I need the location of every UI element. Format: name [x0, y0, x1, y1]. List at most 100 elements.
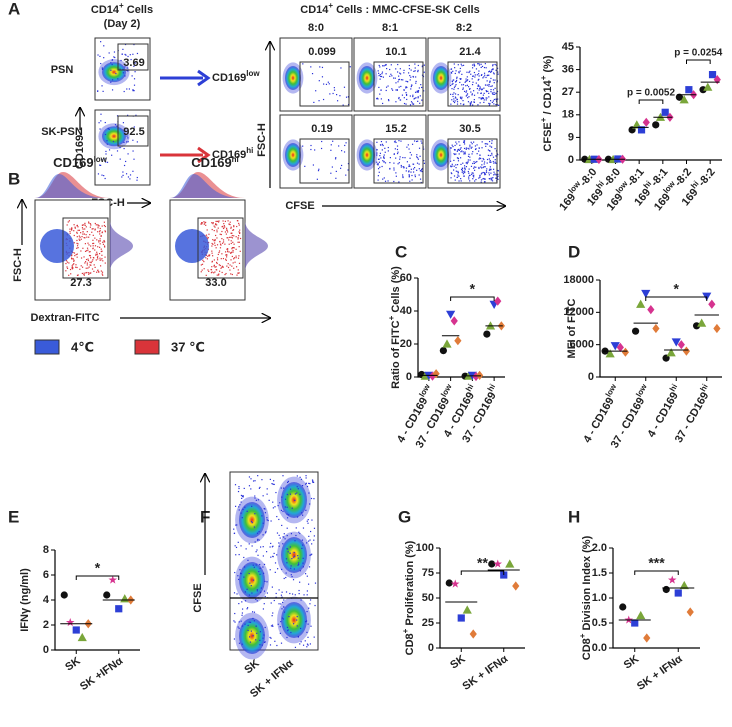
- event-dot: [213, 264, 216, 266]
- event-dot: [290, 565, 292, 567]
- event-dot: [398, 79, 400, 81]
- event-dot: [100, 235, 102, 237]
- event-dot: [102, 159, 104, 161]
- event-dot: [462, 88, 464, 90]
- x-tick-label-part: low: [634, 382, 649, 399]
- x-tick-label-part: 4 - CD169: [645, 390, 680, 439]
- event-dot: [283, 577, 285, 580]
- event-dot: [83, 272, 85, 274]
- event-dot: [122, 171, 124, 173]
- event-dot: [100, 270, 102, 272]
- data-point: [636, 610, 646, 620]
- event-dot: [90, 257, 92, 259]
- event-dot: [292, 623, 295, 625]
- event-dot: [233, 258, 235, 260]
- event-dot: [382, 76, 384, 78]
- event-dot: [391, 88, 393, 90]
- event-dot: [478, 97, 480, 99]
- y-axis-label-part: +: [401, 628, 410, 633]
- event-dot: [214, 238, 216, 241]
- event-dot: [376, 97, 378, 99]
- outcome-label-part: low: [246, 69, 260, 78]
- event-dot: [246, 588, 248, 590]
- event-dot: [238, 642, 241, 644]
- cell-density: [359, 143, 375, 167]
- event-dot: [232, 251, 234, 253]
- event-dot: [461, 65, 463, 67]
- y-tick-label: 1.5: [592, 567, 607, 579]
- event-dot: [482, 171, 484, 174]
- event-dot: [221, 226, 223, 228]
- event-dot: [261, 515, 263, 517]
- event-dot: [76, 256, 78, 258]
- event-dot: [485, 145, 487, 147]
- event-dot: [457, 87, 459, 90]
- event-dot: [215, 220, 217, 223]
- event-dot: [280, 603, 282, 605]
- event-dot: [305, 483, 307, 485]
- event-dot: [478, 167, 480, 170]
- event-dot: [238, 262, 241, 264]
- data-point: [642, 117, 650, 127]
- column-label-part: CD169: [191, 155, 231, 170]
- event-dot: [473, 161, 475, 163]
- event-dot: [399, 72, 401, 74]
- event-dot: [226, 231, 229, 233]
- event-dot: [382, 144, 384, 147]
- event-dot: [206, 229, 208, 231]
- event-dot: [379, 66, 381, 68]
- event-dot: [297, 557, 299, 559]
- event-dot: [286, 493, 289, 496]
- event-dot: [253, 611, 256, 613]
- event-dot: [291, 593, 294, 595]
- event-dot: [227, 237, 229, 239]
- significance-label: *: [95, 560, 101, 576]
- event-dot: [491, 92, 493, 94]
- event-dot: [383, 177, 385, 179]
- event-dot: [90, 245, 92, 247]
- event-dot: [480, 179, 483, 181]
- event-dot: [82, 247, 84, 249]
- event-dot: [479, 86, 481, 88]
- event-dot: [378, 158, 380, 160]
- event-dot: [387, 99, 390, 101]
- event-dot: [398, 181, 400, 183]
- event-dot: [309, 503, 311, 505]
- event-dot: [100, 120, 102, 122]
- event-dot: [464, 81, 466, 83]
- event-dot: [84, 222, 86, 224]
- event-dot: [224, 273, 226, 276]
- cell-density: [359, 66, 375, 90]
- event-dot: [216, 237, 218, 239]
- event-dot: [470, 141, 472, 143]
- event-dot: [341, 150, 343, 152]
- event-dot: [452, 95, 454, 98]
- event-dot: [213, 265, 215, 267]
- event-dot: [76, 274, 79, 277]
- event-dot: [411, 84, 413, 86]
- event-dot: [85, 258, 88, 261]
- event-dot: [270, 625, 273, 627]
- event-dot: [82, 228, 84, 230]
- event-dot: [328, 83, 330, 85]
- x-tick-label: SK: [448, 653, 467, 672]
- event-dot: [494, 159, 496, 161]
- event-dot: [210, 272, 213, 274]
- event-dot: [71, 267, 73, 269]
- event-dot: [216, 262, 218, 265]
- y-tick-label: 0.0: [592, 642, 607, 654]
- event-dot: [379, 166, 381, 168]
- event-dot: [90, 224, 92, 226]
- event-dot: [250, 478, 252, 480]
- event-dot: [393, 162, 395, 164]
- event-dot: [232, 229, 234, 231]
- event-dot: [416, 154, 418, 156]
- event-dot: [488, 85, 490, 87]
- event-dot: [286, 527, 288, 529]
- data-point: [685, 86, 693, 94]
- event-dot: [220, 267, 222, 269]
- event-dot: [469, 180, 471, 182]
- event-dot: [479, 157, 481, 159]
- flow-title-part: CD14: [300, 4, 329, 16]
- event-dot: [99, 259, 101, 261]
